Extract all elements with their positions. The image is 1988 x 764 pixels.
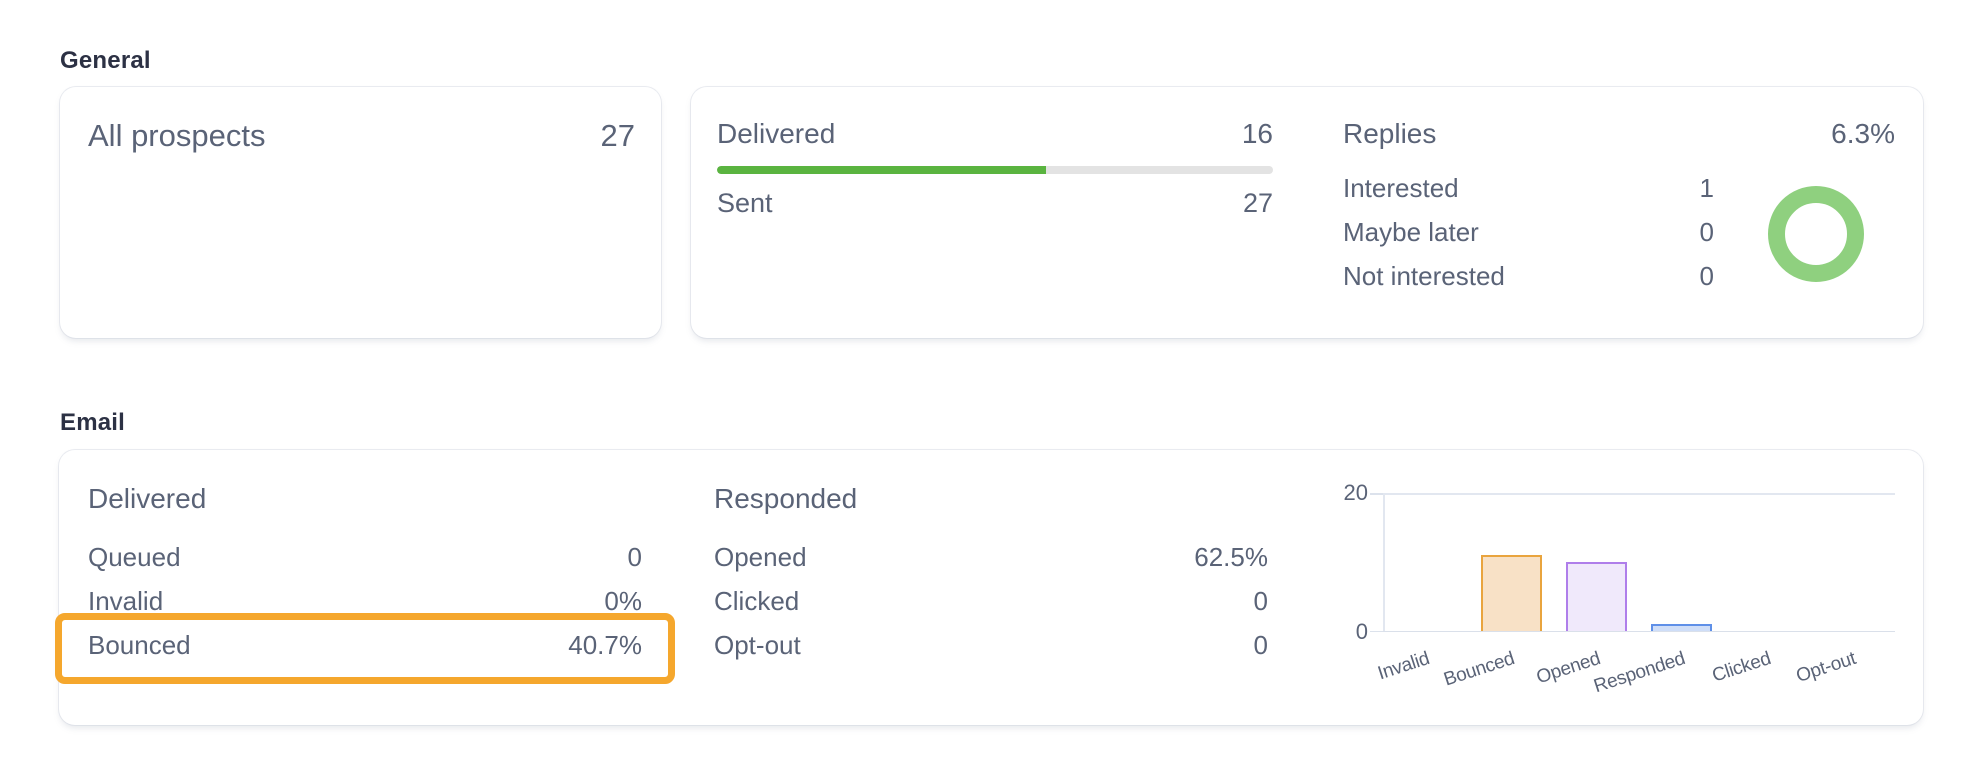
all-prospects-value: 27 <box>600 118 635 153</box>
bounced-highlight-box <box>55 613 675 684</box>
x-label-bounced: Bounced <box>1441 648 1518 691</box>
gridline-20 <box>1383 493 1895 495</box>
email-responded-column: Responded Opened 62.5% Clicked 0 Opt-out… <box>714 450 1268 725</box>
y-axis-tick-20: 20 <box>1343 480 1368 505</box>
delivered-progress-track <box>717 166 1273 174</box>
clicked-value: 0 <box>1253 586 1268 616</box>
all-prospects-label: All prospects <box>88 118 266 153</box>
email-delivered-column: Delivered Queued 0 Invalid 0% Bounced 40… <box>55 450 675 725</box>
y-axis-line <box>1383 493 1385 632</box>
maybe-later-label: Maybe later <box>1343 217 1479 247</box>
delivered-value: 16 <box>1241 118 1273 149</box>
queued-value: 0 <box>627 541 642 572</box>
interested-label: Interested <box>1343 173 1459 203</box>
bounced-value: 40.7% <box>568 630 642 660</box>
bounced-label: Bounced <box>88 630 191 660</box>
chart-x-labels: Invalid Bounced Opened Responded Clicked Opt-… <box>1375 648 1895 709</box>
invalid-value: 0% <box>604 586 642 616</box>
queued-label: Queued <box>88 541 181 572</box>
delivered-progress-fill <box>717 166 1047 174</box>
clicked-label: Clicked <box>714 586 800 616</box>
all-prospects-card: All prospects 27 <box>60 87 661 338</box>
y-tick-mark-0 <box>1370 630 1383 632</box>
section-title-general: General <box>60 47 151 74</box>
x-label-invalid: Invalid <box>1375 648 1432 685</box>
not-interested-value: 0 <box>1699 261 1714 291</box>
replies-column: Replies 6.3% Interested 1 Maybe later 0 … <box>1343 87 1895 338</box>
x-label-opt-out: Opt-out <box>1793 648 1859 687</box>
delivery-replies-card: Delivered 16 Sent 27 Replies 6.3% Intere… <box>691 87 1923 338</box>
opt-out-value: 0 <box>1253 630 1268 660</box>
replies-label: Replies <box>1343 118 1437 149</box>
bar-opened <box>1565 562 1627 631</box>
y-axis-tick-0: 0 <box>1355 619 1368 644</box>
opened-value: 62.5% <box>1194 541 1268 572</box>
email-bar-chart: 20 0 Invalid Bounced Opened Responded Clicke… <box>1344 482 1895 697</box>
opened-label: Opened <box>714 541 807 572</box>
sent-label: Sent <box>717 188 773 218</box>
not-interested-label: Not interested <box>1343 261 1505 291</box>
interested-value: 1 <box>1699 173 1714 203</box>
email-responded-title: Responded <box>714 482 858 514</box>
opt-out-label: Opt-out <box>714 630 801 660</box>
gridline-0 <box>1383 630 1895 632</box>
x-label-clicked: Clicked <box>1709 648 1774 687</box>
delivered-label: Delivered <box>717 118 836 149</box>
bar-responded <box>1651 624 1713 631</box>
y-tick-mark-20 <box>1370 493 1383 495</box>
delivered-column: Delivered 16 Sent 27 <box>717 87 1273 338</box>
email-delivered-title: Delivered <box>88 482 207 514</box>
section-title-email: Email <box>60 409 126 436</box>
replies-donut-chart <box>1768 186 1864 282</box>
chart-bars <box>1383 493 1895 631</box>
maybe-later-value: 0 <box>1699 217 1714 247</box>
bar-bounced <box>1480 555 1542 631</box>
sent-value: 27 <box>1242 188 1273 218</box>
invalid-label: Invalid <box>88 586 164 616</box>
email-stats-card: Delivered Queued 0 Invalid 0% Bounced 40… <box>55 450 1923 725</box>
replies-rate-value: 6.3% <box>1831 118 1895 149</box>
x-label-responded: Responded <box>1591 648 1688 698</box>
